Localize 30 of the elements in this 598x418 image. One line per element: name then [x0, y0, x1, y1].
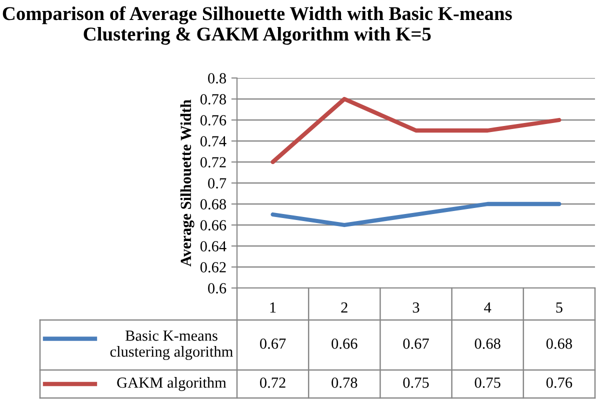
y-tick-label: 0.68	[200, 199, 226, 210]
y-tick-label: 0.8	[208, 73, 226, 84]
data-label: 0.75	[403, 378, 429, 388]
data-label: 0.75	[474, 378, 500, 388]
chart-title: Comparison of Average Silhouette Width with Basic K-means Clustering & GAKM Algorithm with K=5	[2, 6, 512, 45]
y-tick-label: 0.72	[200, 157, 226, 168]
y-tick-label: 0.66	[200, 220, 226, 231]
y-tick-label: 0.62	[200, 262, 226, 273]
y-tick-label: 0.76	[200, 115, 226, 126]
data-label: 0.68	[474, 338, 500, 349]
y-tick-label: 0.78	[200, 94, 226, 105]
x-tick-label: 5	[556, 302, 562, 313]
y-axis-title: Average Silhouette Width	[180, 100, 194, 266]
x-tick-label: 4	[484, 302, 492, 312]
y-tick-label: 0.64	[200, 241, 226, 252]
x-tick-label: 3	[412, 302, 420, 313]
x-tick-label: 2	[341, 302, 348, 312]
x-tick-label: 1	[270, 302, 276, 312]
y-tick-label: 0.6	[208, 283, 226, 294]
data-label: 0.78	[332, 378, 358, 388]
data-label: 0.68	[546, 338, 572, 349]
legend-label: Basic K-means clustering algorithm	[110, 330, 233, 360]
legend-label: GAKM algorithm	[117, 377, 226, 391]
data-label: 0.72	[260, 378, 286, 388]
data-label: 0.67	[403, 338, 429, 349]
y-tick-label: 0.74	[200, 136, 226, 147]
data-label: 0.76	[546, 378, 572, 388]
y-tick-label: 0.7	[208, 178, 226, 189]
data-label: 0.67	[260, 338, 286, 349]
data-label: 0.66	[332, 338, 358, 349]
